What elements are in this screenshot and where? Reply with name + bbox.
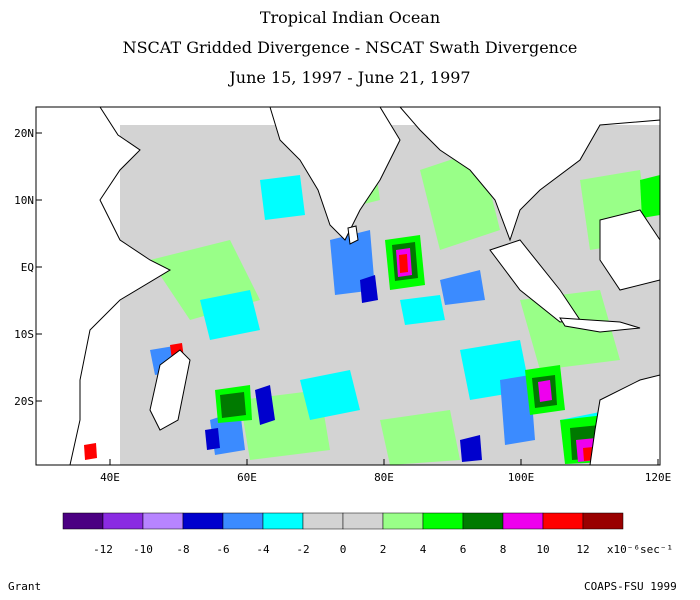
map-date-range: June 15, 1997 - June 21, 1997 <box>229 68 471 87</box>
colorbar-tick-label: -8 <box>176 543 189 556</box>
colorbar-swatch <box>462 512 504 530</box>
colorbar-swatch <box>222 512 264 530</box>
colorbar-tick-label: 2 <box>380 543 387 556</box>
colorbar-tick-label: 6 <box>460 543 467 556</box>
colorbar-swatch <box>342 512 384 530</box>
lon-tick-label: 60E <box>237 471 257 484</box>
colorbar-labels: -12 -10 -8 -6 -4 -2 0 2 4 6 8 10 12 <box>93 543 590 556</box>
colorbar-tick-label: -2 <box>296 543 309 556</box>
lon-tick-label: 100E <box>508 471 535 484</box>
colorbar-tick-label: 8 <box>500 543 507 556</box>
colorbar-swatch <box>422 512 464 530</box>
lat-tick-label: 10N <box>14 194 34 207</box>
colorbar-tick-label: -12 <box>93 543 113 556</box>
colorbar-swatch <box>382 512 424 530</box>
colorbar-swatch <box>542 512 584 530</box>
colorbar-swatch <box>102 512 144 530</box>
organization-credit: COAPS-FSU 1999 <box>584 580 677 593</box>
lon-tick-label: 120E <box>645 471 672 484</box>
lon-tick-label: 40E <box>100 471 120 484</box>
colorbar-swatch <box>582 512 624 530</box>
colorbar-tick-label: 10 <box>536 543 549 556</box>
map-title: Tropical Indian Ocean <box>259 8 441 27</box>
longitude-axis: 40E 60E 80E 100E 120E <box>100 459 671 484</box>
colorbar-swatch <box>302 512 344 530</box>
sri-lanka-coast <box>347 225 359 245</box>
colorbar-swatch <box>262 512 304 530</box>
colorbar <box>62 512 624 530</box>
lat-tick-label: 10S <box>14 328 34 341</box>
map-frame <box>35 106 661 466</box>
colorbar-tick-label: -6 <box>216 543 229 556</box>
java-coast <box>559 317 641 333</box>
colorbar-swatch <box>142 512 184 530</box>
colorbar-tick-label: -10 <box>133 543 153 556</box>
colorbar-swatch <box>182 512 224 530</box>
land-masses <box>35 106 661 466</box>
africa-coast <box>35 106 172 466</box>
author-credit: Grant <box>8 580 42 593</box>
lat-tick-label: 20N <box>14 127 34 140</box>
madagascar-coast <box>149 349 191 431</box>
latitude-axis: 20N 10N EQ 10S 20S <box>14 127 42 408</box>
colorbar-tick-label: -4 <box>256 543 270 556</box>
lat-tick-label: EQ <box>21 261 34 274</box>
colorbar-tick-label: 12 <box>576 543 589 556</box>
map-subtitle: NSCAT Gridded Divergence - NSCAT Swath D… <box>122 38 578 57</box>
colorbar-swatch <box>62 512 104 530</box>
india-coast <box>269 106 401 241</box>
colorbar-tick-label: 0 <box>340 543 347 556</box>
lon-tick-label: 80E <box>374 471 394 484</box>
colorbar-units: x10⁻⁶sec⁻¹ <box>607 543 673 556</box>
colorbar-tick-label: 4 <box>420 543 427 556</box>
colorbar-swatch <box>502 512 544 530</box>
lat-tick-label: 20S <box>14 395 34 408</box>
